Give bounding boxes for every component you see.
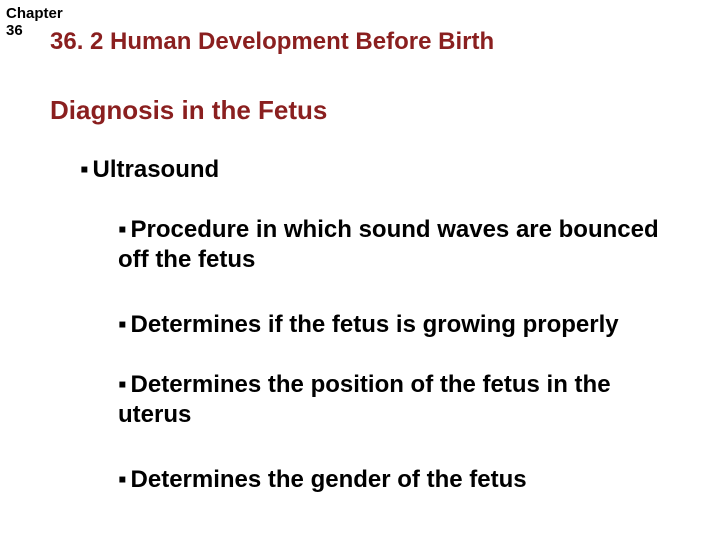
bullet-level2-item: ▪Determines the position of the fetus in… <box>118 370 680 430</box>
bullet-level2-item: ▪Determines if the fetus is growing prop… <box>118 310 680 340</box>
bullet-level2-text: Determines the gender of the fetus <box>131 466 527 493</box>
bullet-level2-text: Determines the position of the fetus in … <box>118 371 611 428</box>
square-bullet-icon: ▪ <box>118 370 127 400</box>
bullet-level2-item: ▪Procedure in which sound waves are boun… <box>118 215 680 275</box>
bullet-level2-text: Procedure in which sound waves are bounc… <box>118 216 659 273</box>
bullet-level2-text: Determines if the fetus is growing prope… <box>131 311 619 338</box>
bullet-level2-item: ▪Determines the gender of the fetus <box>118 465 680 495</box>
bullet-level1: ▪Ultrasound <box>80 155 219 185</box>
subtitle: Diagnosis in the Fetus <box>50 95 327 126</box>
section-title: 36. 2 Human Development Before Birth <box>50 28 494 56</box>
square-bullet-icon: ▪ <box>80 155 89 185</box>
chapter-label-word: Chapter <box>6 6 63 23</box>
bullet-level1-text: Ultrasound <box>93 156 220 183</box>
square-bullet-icon: ▪ <box>118 310 127 340</box>
square-bullet-icon: ▪ <box>118 465 127 495</box>
square-bullet-icon: ▪ <box>118 215 127 245</box>
